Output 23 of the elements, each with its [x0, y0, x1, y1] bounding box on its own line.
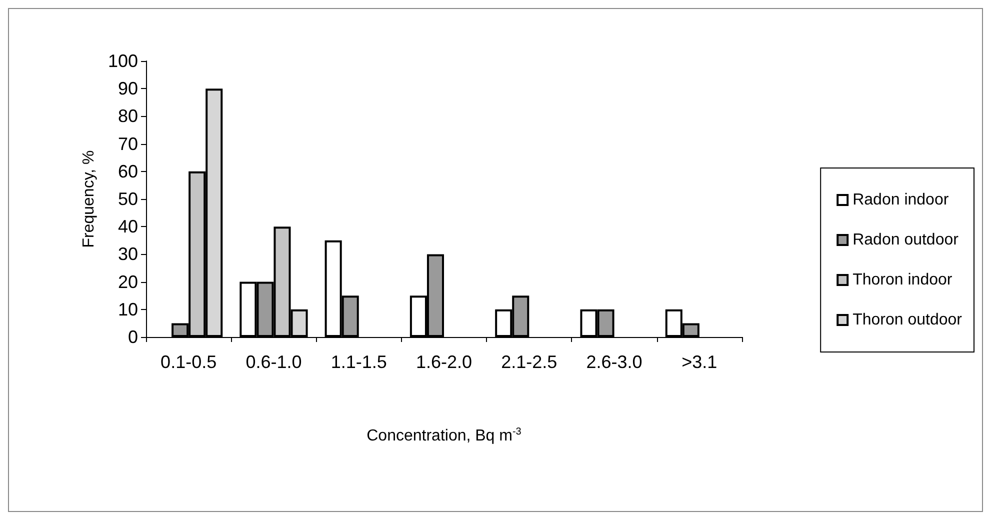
- y-tick-label: 40: [118, 216, 138, 237]
- y-tick-label: 20: [118, 272, 138, 292]
- legend-label: Radon outdoor: [852, 232, 960, 248]
- y-tick-label: 60: [118, 161, 138, 182]
- legend-label: Thoron outdoor: [852, 312, 963, 328]
- x-tick-label: 2.6-3.0: [586, 352, 642, 372]
- x-tick-label: >3.1: [682, 352, 718, 372]
- y-tick-label: 100: [108, 51, 138, 71]
- y-axis-title: Frequency, %: [80, 150, 98, 248]
- y-tick-label: 50: [118, 189, 138, 209]
- legend-label: Thoron indoor: [852, 272, 953, 288]
- y-tick-label: 30: [118, 244, 138, 264]
- x-tick-label: 1.1-1.5: [330, 352, 387, 372]
- y-tick-label: 0: [128, 327, 138, 347]
- y-tick-label: 70: [118, 134, 138, 154]
- x-tick-label: 0.1-0.5: [160, 352, 217, 372]
- y-tick-label: 90: [118, 78, 138, 99]
- x-tick-label: 0.6-1.0: [246, 352, 302, 372]
- x-tick-label: 2.1-2.5: [501, 352, 558, 372]
- y-tick-label: 10: [118, 299, 138, 320]
- y-tick-label: 80: [118, 106, 138, 126]
- x-tick-label: 1.6-2.0: [416, 352, 472, 372]
- legend-label: Radon indoor: [852, 192, 950, 208]
